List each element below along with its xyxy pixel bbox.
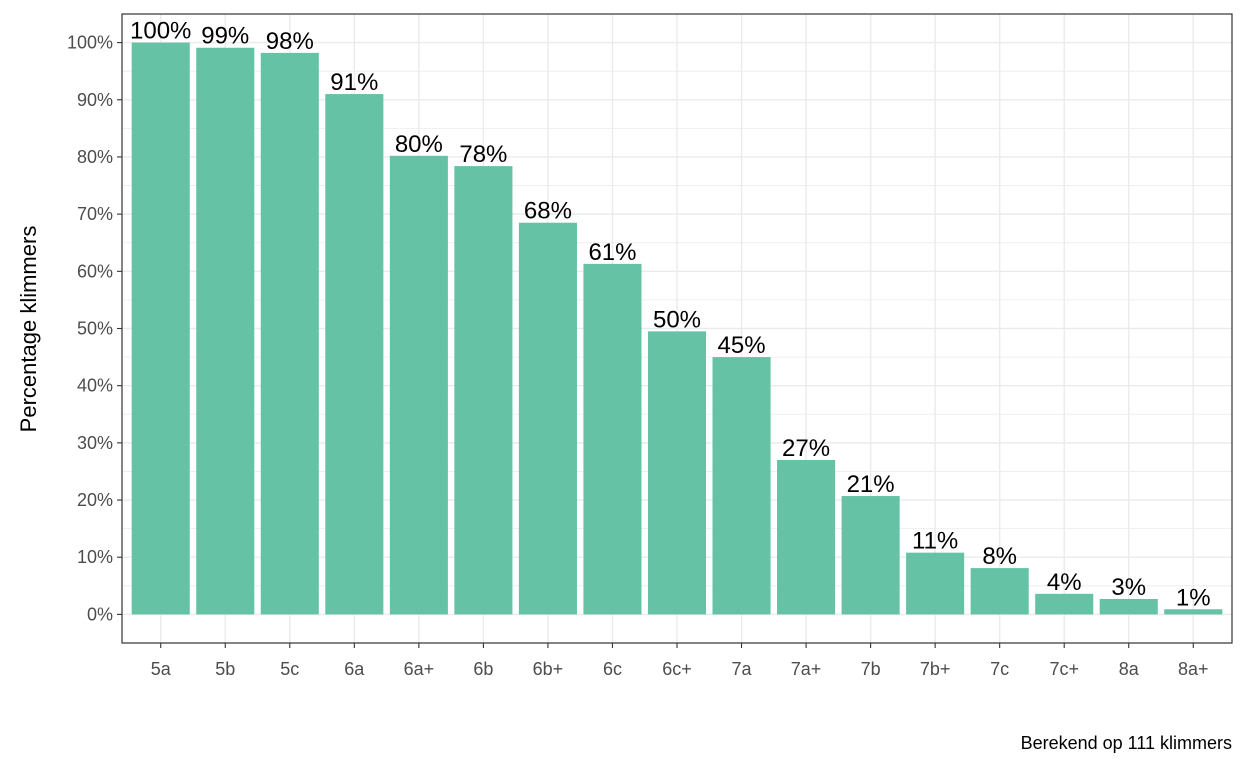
y-tick-label: 80% — [77, 147, 113, 167]
bar-5b — [196, 47, 255, 615]
y-tick-label: 40% — [77, 376, 113, 396]
y-axis-ticks: 0% 10% 20% 30% 40% 50% 60% 70% 80% 90% 100% — [67, 33, 122, 624]
data-label-7a+: 27% — [782, 435, 830, 462]
bar-6c — [583, 263, 642, 615]
bar-7a+ — [777, 460, 836, 615]
x-axis-ticks: 5a 5b 5c 6a 6a+ 6b 6b+ 6c 6c+ 7a 7a+ 7b 7b+ 7c 7c+ 8a 8a… — [151, 643, 1209, 679]
x-tick-label: 7b — [861, 659, 881, 679]
y-tick-label: 90% — [77, 90, 113, 110]
data-label-5a: 100% — [130, 18, 191, 45]
y-tick-label: 70% — [77, 204, 113, 224]
bar-8a — [1099, 598, 1158, 615]
bar-6b+ — [518, 222, 577, 615]
bar-5c — [260, 52, 319, 615]
data-label-7c+: 4% — [1047, 569, 1082, 596]
bar-6a — [325, 94, 384, 615]
x-tick-label: 7c — [990, 659, 1009, 679]
data-label-8a+: 1% — [1176, 584, 1211, 611]
bar-5a — [131, 42, 190, 615]
bar-7b+ — [906, 552, 965, 615]
data-label-6b+: 68% — [524, 198, 572, 225]
x-tick-label: 7a — [732, 659, 753, 679]
y-tick-label: 10% — [77, 547, 113, 567]
bar-7c — [970, 568, 1029, 615]
bar-7c+ — [1035, 593, 1094, 615]
data-label-6a+: 80% — [395, 131, 443, 158]
x-tick-label: 8a — [1119, 659, 1140, 679]
bar-6a+ — [389, 155, 448, 615]
bar-8a+ — [1164, 609, 1223, 615]
bar-7a — [712, 357, 771, 615]
bar-6c+ — [647, 331, 707, 615]
x-tick-label: 7b+ — [920, 659, 951, 679]
x-tick-label: 6a+ — [404, 659, 435, 679]
x-tick-label: 6c — [603, 659, 622, 679]
y-tick-label: 30% — [77, 433, 113, 453]
data-label-6a: 91% — [330, 69, 378, 96]
data-label-8a: 3% — [1111, 574, 1146, 601]
data-label-7b+: 11% — [912, 528, 958, 555]
y-tick-label: 60% — [77, 261, 113, 281]
x-tick-label: 6b — [473, 659, 493, 679]
x-tick-label: 6c+ — [662, 659, 692, 679]
y-tick-label: 20% — [77, 490, 113, 510]
bars — [131, 42, 1223, 615]
chart-caption: Berekend op 111 klimmers — [1021, 733, 1232, 753]
data-labels: 100% 99% 98% 91% 80% 78% 68% 61% 50% 45% 27% 21% 11%… — [130, 18, 1211, 612]
x-tick-label: 5a — [151, 659, 172, 679]
bar-7b — [841, 496, 900, 615]
data-label-6b: 78% — [459, 141, 507, 168]
x-tick-label: 6b+ — [533, 659, 564, 679]
data-label-7a: 45% — [718, 332, 766, 359]
data-label-6c: 61% — [588, 239, 636, 266]
data-label-7b: 21% — [847, 471, 895, 498]
y-tick-label: 100% — [67, 33, 113, 53]
y-axis-title: Percentage klimmers — [16, 226, 41, 433]
data-label-6c+: 50% — [653, 306, 701, 333]
x-tick-label: 8a+ — [1178, 659, 1209, 679]
data-label-7c: 8% — [982, 543, 1017, 570]
data-label-5b: 99% — [201, 23, 249, 50]
data-label-5c: 98% — [266, 28, 314, 55]
x-tick-label: 7c+ — [1049, 659, 1079, 679]
x-tick-label: 5c — [280, 659, 299, 679]
x-tick-label: 6a — [344, 659, 365, 679]
bar-6b — [454, 166, 513, 615]
x-tick-label: 7a+ — [791, 659, 822, 679]
x-tick-label: 5b — [215, 659, 235, 679]
y-tick-label: 50% — [77, 319, 113, 339]
y-tick-label: 0% — [87, 604, 113, 624]
